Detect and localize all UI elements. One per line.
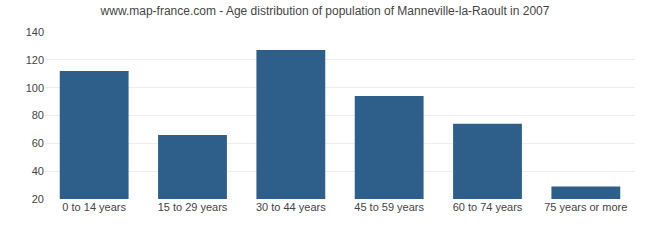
- svg-text:20: 20: [32, 193, 44, 205]
- svg-text:60 to 74 years: 60 to 74 years: [453, 201, 523, 213]
- svg-text:140: 140: [26, 26, 44, 38]
- svg-text:45 to 59 years: 45 to 59 years: [354, 201, 424, 213]
- svg-text:www.map-france.com - Age distr: www.map-france.com - Age distribution of…: [100, 4, 550, 18]
- svg-text:15 to 29 years: 15 to 29 years: [158, 201, 228, 213]
- svg-text:80: 80: [32, 109, 44, 121]
- svg-text:120: 120: [26, 54, 44, 66]
- svg-text:30 to 44 years: 30 to 44 years: [256, 201, 326, 213]
- svg-text:75 years or more: 75 years or more: [544, 201, 627, 213]
- svg-text:100: 100: [26, 82, 44, 94]
- svg-text:60: 60: [32, 137, 44, 149]
- svg-text:40: 40: [32, 165, 44, 177]
- svg-text:0 to 14 years: 0 to 14 years: [62, 201, 126, 213]
